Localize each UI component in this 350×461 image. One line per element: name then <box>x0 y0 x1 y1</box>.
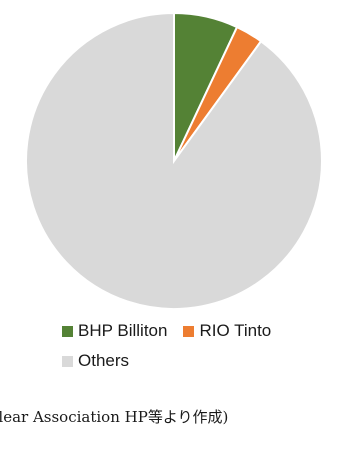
legend-label-others: Others <box>78 351 130 370</box>
legend-swatch-bhp-billiton <box>62 325 73 337</box>
legend-row-1: BHP Billiton RIO Tinto <box>62 316 350 346</box>
legend: BHP Billiton RIO Tinto Others <box>62 316 350 376</box>
source-note: clear Association HP等より作成) <box>0 408 229 426</box>
legend-item-others: Others <box>62 351 129 371</box>
legend-label-rio-tinto: RIO Tinto <box>199 321 272 340</box>
pie-slice-others <box>24 11 323 310</box>
legend-label-bhp-billiton: BHP Billiton <box>78 321 168 340</box>
pie-plot-area <box>24 11 323 310</box>
legend-item-bhp-billiton: BHP Billiton <box>62 321 167 341</box>
legend-item-rio-tinto: RIO Tinto <box>183 321 271 341</box>
legend-swatch-others <box>62 355 73 367</box>
legend-row-2: Others <box>62 346 350 376</box>
legend-swatch-rio-tinto <box>183 325 195 337</box>
